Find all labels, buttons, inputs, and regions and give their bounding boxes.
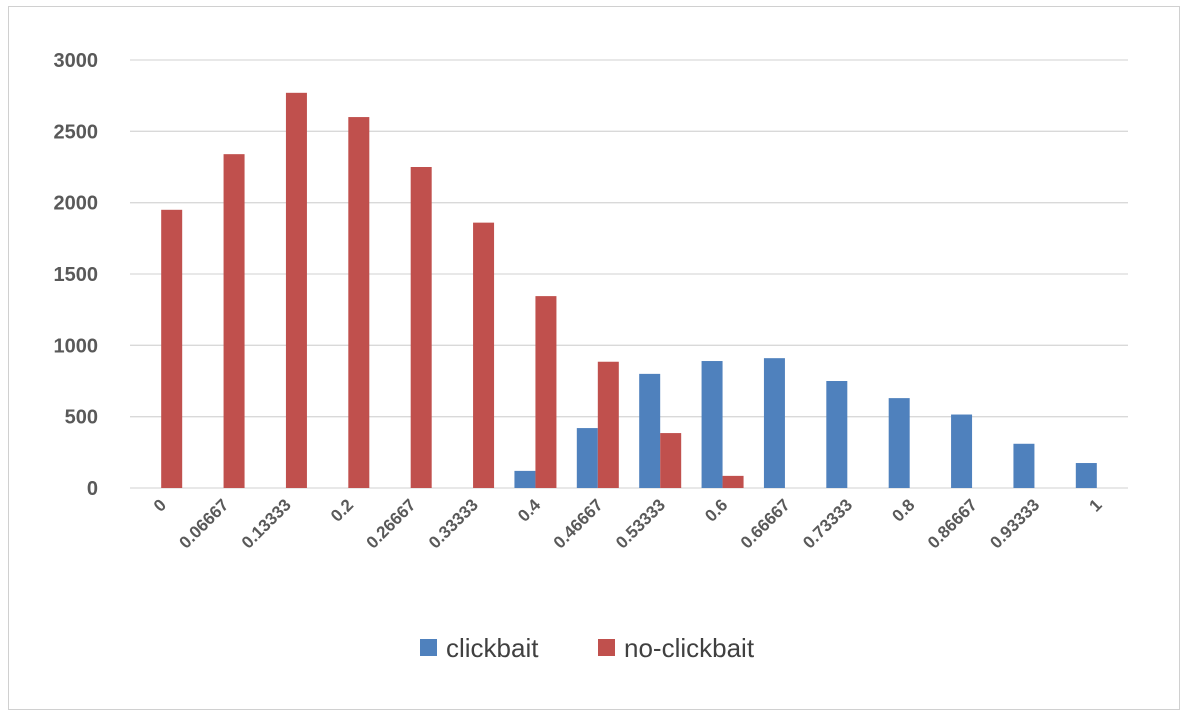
legend-swatch bbox=[420, 639, 437, 656]
x-axis-ticks: 0 0.06667 0.13333 0.2 0.26667 0.33333 0.4 0.466… bbox=[150, 495, 1106, 552]
x-tick-label: 0.53333 bbox=[612, 495, 669, 552]
bar-clickbait bbox=[701, 361, 723, 488]
bar-no-clickbait bbox=[473, 222, 495, 488]
bar-no-clickbait bbox=[223, 154, 245, 488]
bar-clickbait bbox=[1013, 443, 1035, 488]
bar-clickbait bbox=[639, 373, 661, 488]
y-tick-label: 1500 bbox=[54, 264, 99, 286]
bar-no-clickbait bbox=[597, 361, 619, 488]
bar-clickbait bbox=[826, 381, 848, 488]
legend-label: no-clickbait bbox=[624, 633, 755, 663]
bar-clickbait bbox=[763, 358, 785, 488]
x-tick-label: 0.13333 bbox=[238, 495, 295, 552]
x-tick-label: 0.93333 bbox=[986, 495, 1043, 552]
y-tick-label: 1000 bbox=[54, 335, 99, 357]
bar-clickbait bbox=[888, 398, 910, 488]
x-tick-label: 0.26667 bbox=[363, 495, 420, 552]
legend: clickbait no-clickbait bbox=[420, 633, 755, 663]
x-tick-label: 0.06667 bbox=[176, 495, 233, 552]
bar-no-clickbait bbox=[410, 167, 432, 488]
bar-clickbait bbox=[1075, 463, 1097, 488]
x-tick-label: 0.33333 bbox=[425, 495, 482, 552]
y-tick-label: 2000 bbox=[54, 193, 99, 215]
bar-no-clickbait bbox=[285, 92, 307, 489]
legend-label: clickbait bbox=[446, 633, 539, 663]
x-tick-label: 0.6 bbox=[701, 495, 731, 525]
gridlines bbox=[130, 59, 1128, 489]
bar-clickbait bbox=[576, 428, 598, 488]
y-axis-ticks: 0 500 1000 1500 2000 2500 3000 bbox=[54, 50, 99, 500]
bar-no-clickbait bbox=[161, 209, 183, 489]
legend-item-no-clickbait: no-clickbait bbox=[598, 633, 755, 663]
bar-clickbait bbox=[951, 414, 973, 488]
x-tick-label: 0.4 bbox=[514, 495, 545, 526]
bar-no-clickbait bbox=[660, 433, 682, 488]
y-tick-label: 500 bbox=[65, 407, 98, 429]
x-tick-label: 0.86667 bbox=[924, 495, 981, 552]
x-tick-label: 0 bbox=[150, 495, 170, 515]
x-tick-label: 1 bbox=[1086, 495, 1106, 515]
bars bbox=[161, 92, 1097, 489]
x-tick-label: 0.8 bbox=[888, 495, 918, 525]
x-tick-label: 0.2 bbox=[327, 495, 357, 525]
y-tick-label: 3000 bbox=[54, 50, 99, 72]
bar-no-clickbait bbox=[722, 475, 744, 488]
y-tick-label: 0 bbox=[87, 478, 98, 500]
x-tick-label: 0.46667 bbox=[550, 495, 607, 552]
legend-item-clickbait: clickbait bbox=[420, 633, 539, 663]
chart-frame bbox=[8, 6, 1180, 710]
legend-swatch bbox=[598, 639, 615, 656]
y-tick-label: 2500 bbox=[54, 121, 99, 143]
bar-clickbait bbox=[514, 470, 536, 488]
bar-no-clickbait bbox=[348, 117, 370, 489]
x-tick-label: 0.73333 bbox=[799, 495, 856, 552]
bar-no-clickbait bbox=[535, 296, 557, 488]
x-tick-label: 0.66667 bbox=[737, 495, 794, 552]
